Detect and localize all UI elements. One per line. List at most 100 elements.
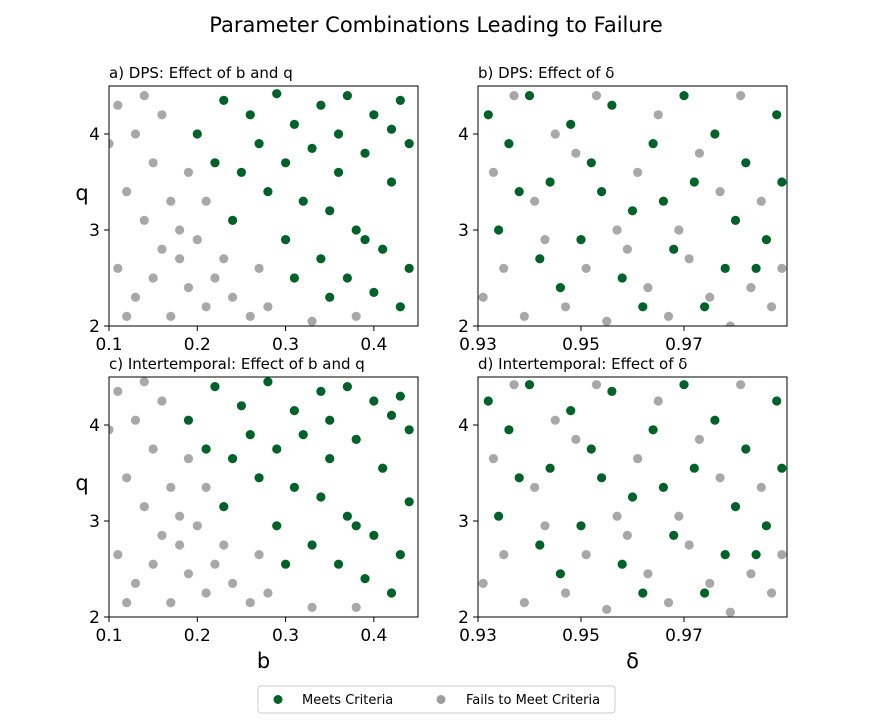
point-fails [736,380,746,390]
y-tick-label: 2 [458,317,469,337]
point-fails [746,569,756,579]
point-fails [113,263,123,273]
point-fails [715,473,725,483]
point-fails [166,196,176,206]
point-fails [550,129,560,139]
point-fails [139,91,149,101]
point-meets [263,187,273,197]
points-layer [478,380,787,617]
point-fails [499,550,509,560]
point-meets [333,129,344,139]
point-meets [730,502,741,512]
point-fails [663,598,674,608]
point-meets [245,430,255,440]
point-meets [597,187,607,197]
point-fails [622,244,632,254]
point-fails [756,196,766,206]
point-meets [298,196,308,206]
point-meets [360,574,370,584]
point-fails [519,311,529,321]
point-meets [307,540,317,550]
x-tick-label: 0.1 [95,335,122,355]
point-meets [325,292,335,302]
point-meets [316,100,326,110]
axes-frame [108,376,419,618]
point-fails [139,377,149,387]
y-tick-label: 3 [89,512,100,532]
point-meets [617,273,627,283]
point-meets [483,396,493,406]
axes-frame [108,85,419,327]
point-meets [272,444,282,454]
point-meets [325,206,335,216]
point-fails [183,454,194,464]
point-fails [530,196,540,206]
point-fails [130,129,141,139]
point-meets [607,100,617,110]
point-fails [245,598,255,608]
point-meets [404,497,414,507]
point-fails [148,559,158,569]
point-meets [648,139,658,149]
x-tick-label: 0.4 [360,626,387,646]
point-meets [607,386,617,396]
point-meets [761,521,772,531]
point-fails [192,235,202,245]
x-tick-label: 0.93 [459,626,497,646]
point-fails [148,444,158,454]
point-fails [684,254,694,264]
point-fails [602,604,612,614]
legend-label-fails: Fails to Meet Criteria [466,693,600,708]
point-fails [183,569,194,579]
point-meets [325,454,335,464]
x-axis-label: b [257,649,270,673]
point-meets [280,559,291,569]
point-meets [289,119,299,129]
x-tick-label: 0.97 [665,335,703,355]
x-tick-label: 0.4 [360,335,387,355]
point-fails [633,454,643,464]
point-meets [201,444,211,454]
point-fails [130,415,141,425]
y-tick-label: 4 [89,125,100,145]
point-meets [183,415,194,425]
point-meets [289,273,299,283]
point-fails [736,91,746,101]
point-meets [545,177,555,187]
point-fails [175,540,185,550]
point-fails [166,482,176,492]
point-fails [122,187,132,197]
point-fails [694,434,705,444]
point-fails [139,502,149,512]
point-fails [157,396,167,406]
y-tick-label: 4 [89,416,100,436]
point-meets [535,540,545,550]
point-meets [751,550,761,560]
legend-marker-fails [436,695,446,704]
point-meets [307,143,317,153]
point-fails [157,110,167,120]
point-meets [236,167,247,177]
point-fails [175,225,185,235]
legend-marker-meets [273,695,283,704]
point-meets [210,158,220,168]
point-meets [316,386,326,396]
point-meets [710,415,720,425]
point-meets [404,263,414,273]
point-fails [530,482,540,492]
point-fails [766,302,777,312]
y-tick-label: 4 [458,416,469,436]
point-meets [679,380,689,390]
point-meets [617,559,627,569]
point-fails [705,292,715,302]
point-meets [627,206,638,216]
panel-title: d) Intertemporal: Effect of δ [478,355,687,373]
point-meets [386,588,397,598]
point-meets [263,377,273,387]
point-fails [509,380,519,390]
point-fails [210,559,220,569]
point-fails [684,540,694,550]
point-meets [586,158,596,168]
point-fails [109,139,114,149]
point-meets [369,110,379,120]
